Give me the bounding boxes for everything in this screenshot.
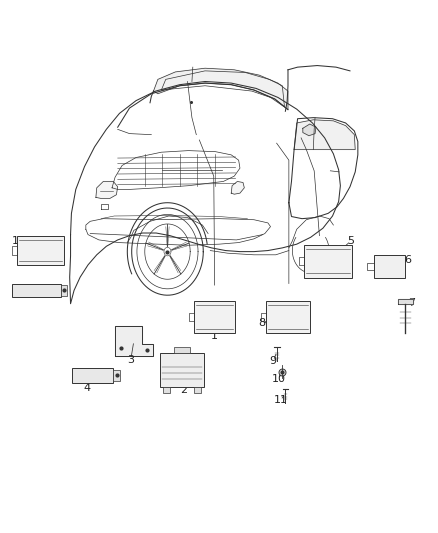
Text: 9: 9	[269, 356, 277, 366]
Text: 3: 3	[127, 354, 134, 365]
Polygon shape	[174, 346, 190, 353]
Polygon shape	[303, 124, 316, 136]
Polygon shape	[113, 370, 120, 381]
Polygon shape	[194, 301, 235, 333]
Text: 10: 10	[272, 374, 286, 384]
Polygon shape	[194, 387, 201, 393]
Polygon shape	[153, 68, 288, 110]
Polygon shape	[72, 368, 113, 383]
Polygon shape	[160, 353, 204, 387]
Polygon shape	[231, 181, 244, 194]
Polygon shape	[12, 284, 60, 297]
Polygon shape	[374, 255, 405, 278]
Text: 11: 11	[274, 395, 288, 406]
Text: 5: 5	[347, 236, 354, 246]
Polygon shape	[304, 245, 352, 278]
Polygon shape	[294, 120, 355, 150]
Text: 2: 2	[180, 385, 187, 395]
Text: 8: 8	[258, 318, 265, 328]
Text: 4: 4	[84, 383, 91, 393]
Polygon shape	[398, 300, 413, 304]
Polygon shape	[115, 326, 153, 357]
Text: 1: 1	[211, 330, 218, 341]
Polygon shape	[266, 301, 310, 333]
Polygon shape	[17, 236, 64, 265]
Text: 6: 6	[404, 255, 411, 265]
Polygon shape	[163, 387, 170, 393]
Polygon shape	[60, 285, 67, 296]
Text: 13: 13	[14, 287, 28, 297]
Polygon shape	[96, 181, 118, 198]
Text: 7: 7	[408, 297, 416, 308]
Text: 12: 12	[12, 236, 26, 246]
